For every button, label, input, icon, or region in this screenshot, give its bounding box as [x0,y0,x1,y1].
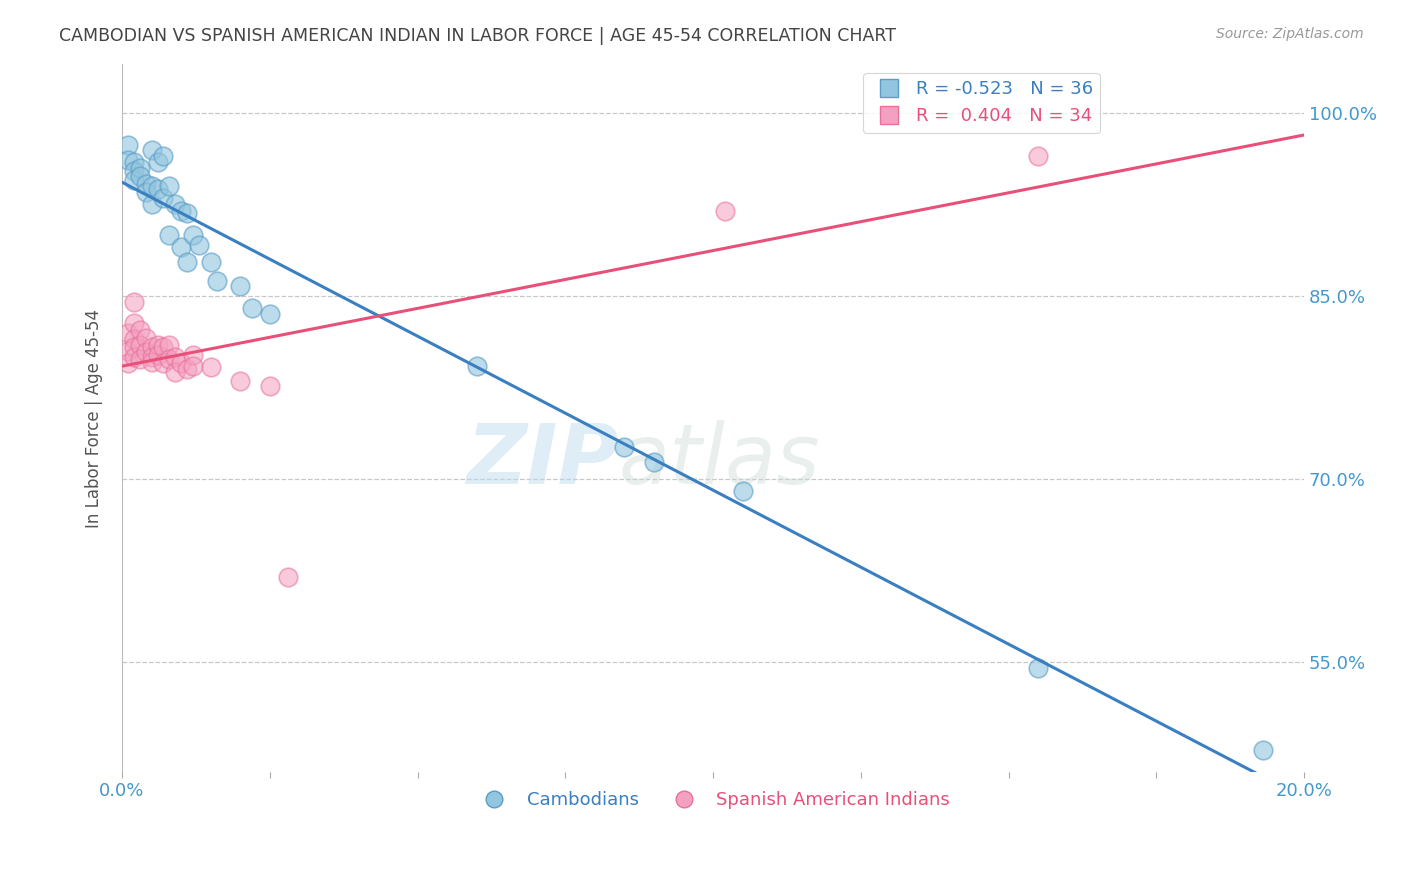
Point [122,295,145,310]
Point [122,350,145,364]
Point [141,143,163,157]
Point [146,338,169,352]
Point [170,203,193,218]
Legend: Cambodians, Spanish American Indians: Cambodians, Spanish American Indians [468,784,957,816]
Point [135,330,157,344]
Point [146,181,169,195]
Point [128,161,150,175]
Point [141,179,163,194]
Point [176,206,198,220]
Point [613,441,636,455]
Point [122,332,145,346]
Text: atlas: atlas [619,420,820,501]
Point [122,173,145,187]
Point [240,301,263,316]
Point [714,203,737,218]
Point [152,356,174,370]
Point [731,484,754,499]
Point [181,348,204,362]
Point [1251,743,1274,757]
Point [117,326,139,340]
Point [135,177,157,191]
Point [229,375,252,389]
Point [117,137,139,152]
Point [176,255,198,269]
Point [170,356,193,370]
Point [122,154,145,169]
Point [141,350,163,364]
Point [229,279,252,293]
Point [277,570,299,584]
Point [128,169,150,184]
Point [259,307,281,321]
Point [152,191,174,205]
Point [141,355,163,369]
Point [128,338,150,352]
Point [259,379,281,393]
Point [122,340,145,354]
Point [117,356,139,370]
Point [165,197,187,211]
Point [205,274,228,288]
Point [146,154,169,169]
Point [181,227,204,242]
Point [187,237,209,252]
Point [135,345,157,359]
Point [135,186,157,200]
Point [152,148,174,162]
Point [157,352,180,367]
Point [157,227,180,242]
Point [170,240,193,254]
Point [157,179,180,194]
Point [157,338,180,352]
Point [122,316,145,330]
Point [128,323,150,337]
Point [200,359,222,374]
Point [165,365,187,379]
Point [146,348,169,362]
Point [122,164,145,178]
Y-axis label: In Labor Force | Age 45-54: In Labor Force | Age 45-54 [86,309,103,527]
Point [128,352,150,367]
Point [643,455,665,469]
Text: CAMBODIAN VS SPANISH AMERICAN INDIAN IN LABOR FORCE | AGE 45-54 CORRELATION CHAR: CAMBODIAN VS SPANISH AMERICAN INDIAN IN … [59,27,896,45]
Point [465,359,488,373]
Point [152,340,174,354]
Point [200,255,222,269]
Point [141,340,163,354]
Point [117,153,139,168]
Point [1026,148,1049,162]
Text: ZIP: ZIP [465,420,619,501]
Text: Source: ZipAtlas.com: Source: ZipAtlas.com [1216,27,1364,41]
Point [117,343,139,358]
Point [181,359,204,373]
Point [1026,661,1049,675]
Point [176,362,198,376]
Point [165,350,187,364]
Point [141,197,163,211]
